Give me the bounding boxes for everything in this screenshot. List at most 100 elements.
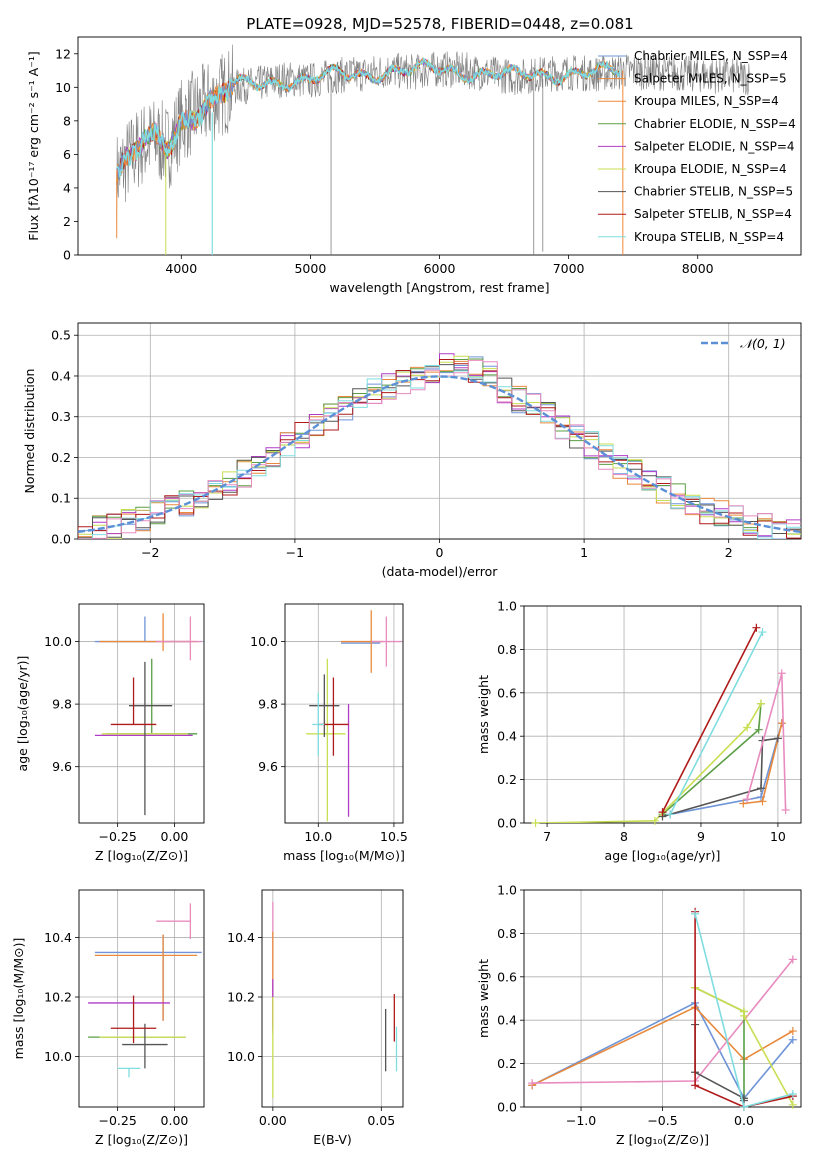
x-tick-label: 10.5 [380,829,408,844]
mass-weight-marker-chabrier_stelib [756,784,765,793]
figure-title: PLATE=0928, MJD=52578, FIBERID=0448, z=0… [246,15,633,33]
x-axis-label: Z [log₁₀(Z/Z⊙)] [95,1132,188,1147]
y-tick-label: 10 [55,80,71,95]
legend-label: Chabrier ELODIE, N_SSP=4 [634,117,796,131]
y-tick-label: 9.8 [258,697,278,712]
mass-weight-marker-pink [788,955,797,964]
x-axis-label: E(B-V) [313,1132,352,1147]
x-tick-label: 0.05 [367,1113,395,1128]
x-tick-label: −1 [286,545,304,560]
mass-weight-line-salpeter_stelib [661,627,758,813]
mass-weight-line-kroupa_stelib [694,913,794,1107]
y-tick-label: 12 [55,46,71,61]
mass-weight-marker-chabrier_stelib [773,734,782,743]
mass-weight-marker-kroupa_stelib [739,1103,748,1111]
y-axis-label: mass weight [476,675,491,754]
x-tick-label: 7000 [553,261,585,276]
y-tick-label: 0.4 [51,368,71,383]
y-tick-label: 10.4 [227,930,255,945]
mass-weight-marker-salpeter_stelib [658,808,667,817]
x-tick-label: 0.00 [259,1113,287,1128]
residuals-panel: −2 −1 0 1 2 0.0 0.1 0.2 0.3 0.4 0.5 (data-model)/er… [22,322,802,579]
spectrum-data-line [116,44,750,219]
y-tick-label: 1.0 [497,599,517,614]
mass-weight-marker-kroupa_elodie [650,816,659,825]
y-tick-label: 10.0 [250,634,278,649]
legend-label: Kroupa ELODIE, N_SSP=4 [634,162,787,176]
y-tick-label: 10.4 [44,930,72,945]
mass-weight-marker-kroupa_stelib [666,810,675,819]
legend-label: Kroupa MILES, N_SSP=4 [634,94,779,108]
mass-weight-marker-kroupa_elodie [743,723,752,732]
y-tick-label: 9.8 [52,697,72,712]
normal-curve [78,375,801,534]
x-tick-label: −1.0 [566,1113,596,1128]
y-tick-label: 0.6 [497,969,517,984]
spectrum-panel: 4000 5000 6000 7000 8000 0 2 4 6 8 10 12 wavelength … [26,36,802,295]
x-tick-label: 0.0 [734,1113,754,1128]
mass-weight-marker-salpeter_miles [758,797,767,806]
residuals-legend: 𝒩(0, 1) [701,336,786,351]
mass-weight-line-salpeter_miles [531,1006,794,1087]
spectrum-model-kroupa_stelib [116,57,621,178]
mass-weight-marker-salpeter_miles [739,799,748,808]
legend-label: Salpeter MILES, N_SSP=5 [634,72,787,86]
y-tick-label: 0.2 [497,1056,517,1071]
y-tick-label: 4 [63,180,71,195]
mass-weight-marker-kroupa_stelib [788,1089,797,1098]
y-tick-label: 10.2 [227,990,255,1005]
axes-frame [78,889,205,1108]
axes-frame [284,603,404,824]
y-tick-label: 0.1 [51,491,71,506]
x-tick-label: −0.25 [98,1113,136,1128]
y-axis-label: mass [log₁₀(M/M⊙)] [11,938,26,1060]
y-tick-label: 10.0 [44,1049,72,1064]
axes-frame [523,889,802,1108]
axes-frame [77,36,802,256]
weight_vs_Z-panel: −1.0 −0.5 0.0 0.0 0.2 0.4 0.6 0.8 1.0 Z [log₁₀(Z/… [476,883,802,1147]
age_vs_mass-panel: 10.0 10.5 9.6 9.8 10.0 mass [log₁₀(M/M⊙)] [250,603,408,863]
mass-weight-marker-pink [777,669,786,678]
legend-label: Chabrier STELIB, N_SSP=5 [634,185,793,199]
x-tick-label: 8000 [682,261,714,276]
x-tick-label: 8 [620,829,628,844]
x-tick-label: −0.5 [647,1113,677,1128]
y-tick-label: 8 [63,113,71,128]
x-tick-label: 1 [580,545,588,560]
x-tick-label: 2 [725,545,733,560]
x-axis-label: age [log₁₀(age/yr)] [605,848,721,863]
x-tick-label: 5000 [294,261,326,276]
y-axis-label: mass weight [476,959,491,1038]
y-tick-label: 9.6 [52,759,72,774]
mass-weight-marker-kroupa_stelib [691,909,700,918]
y-axis-label: Normed distribution [22,369,37,494]
mass-weight-marker-pink [743,795,752,804]
y-tick-label: 0.4 [497,729,517,744]
legend-label: Kroupa STELIB, N_SSP=4 [634,230,784,244]
y-tick-label: 0.8 [497,642,517,657]
x-tick-label: 0 [436,545,444,560]
mass-weight-marker-pink [528,1079,537,1088]
y-tick-label: 10.0 [44,634,72,649]
mass-weight-line-chabrier_stelib [662,737,779,818]
y-tick-label: 0.3 [51,409,71,424]
y-tick-label: 0.4 [497,1013,517,1028]
legend-label: Chabrier MILES, N_SSP=4 [634,49,788,63]
x-axis-label: (data-model)/error [382,564,499,579]
weight_vs_age-panel: 7 8 9 10 0.0 0.2 0.4 0.6 0.8 1.0 age [log₁₀(age/yr… [476,599,802,863]
y-tick-label: 0.5 [51,328,71,343]
x-tick-label: 6000 [424,261,456,276]
y-tick-label: 0.0 [51,532,71,547]
x-axis-label: Z [log₁₀(Z/Z⊙)] [95,848,188,863]
spectrum-legend: Chabrier MILES, N_SSP=4 Salpeter MILES, N… [598,49,796,244]
x-tick-label: 0.00 [161,829,189,844]
x-axis-label: Z [log₁₀(Z/Z⊙)] [616,1132,709,1147]
mass-weight-marker-salpeter_miles [788,1027,797,1036]
mass-weight-marker-kroupa_elodie [756,699,765,708]
x-tick-label: 10.0 [304,829,332,844]
x-tick-label: 0.00 [161,1113,189,1128]
age_vs_Z-panel: −0.25 0.00 9.6 9.8 10.0 Z [log₁₀(Z/Z⊙)] age [l… [15,603,205,863]
x-tick-label: −2 [141,545,159,560]
y-tick-label: 6 [63,147,71,162]
